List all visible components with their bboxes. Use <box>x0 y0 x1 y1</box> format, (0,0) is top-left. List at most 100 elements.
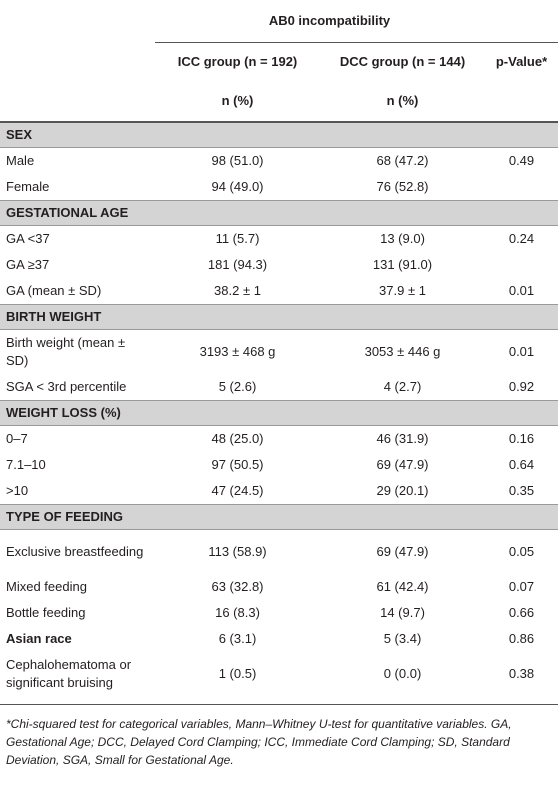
row-label: Cephalohematoma or significant bruising <box>6 657 132 690</box>
section-row: BIRTH WEIGHT <box>0 304 558 330</box>
value-cell: 0.35 <box>508 483 535 498</box>
cell <box>0 0 155 43</box>
value-cell: 0.01 <box>508 344 535 359</box>
row-label: 7.1–10 <box>6 457 46 472</box>
section-title: BIRTH WEIGHT <box>0 304 558 330</box>
footnote: *Chi-squared test for categorical variab… <box>0 704 558 769</box>
value-cell: 0.64 <box>508 457 535 472</box>
value-cell: 3193 ± 468 g <box>199 344 276 359</box>
value-cell: 0.05 <box>508 544 535 559</box>
section-row: WEIGHT LOSS (%) <box>0 400 558 426</box>
value-cell: 68 (47.2) <box>376 153 429 168</box>
value-cell: 113 (58.9) <box>208 544 267 559</box>
value-cell: 13 (9.0) <box>380 231 425 246</box>
header-row: n (%) n (%) <box>0 81 558 123</box>
section-title: SEX <box>0 121 558 148</box>
value-cell: 97 (50.5) <box>211 457 264 472</box>
value-cell: 69 (47.9) <box>376 544 429 559</box>
data-row: GA (mean ± SD) 38.2 ± 1 37.9 ± 1 0.01 <box>0 278 558 305</box>
row-label: Female <box>6 179 50 194</box>
value-cell: 14 (9.7) <box>380 605 425 620</box>
data-table: AB0 incompatibility ICC group (n = 192) … <box>0 0 558 696</box>
value-cell: 76 (52.8) <box>376 179 429 194</box>
value-cell: 131 (91.0) <box>372 257 433 272</box>
column-header: p-Value* <box>495 54 548 69</box>
unit-header: n (%) <box>320 81 485 123</box>
section-row: SEX <box>0 121 558 148</box>
value-cell: 47 (24.5) <box>211 483 264 498</box>
value-cell: 0.86 <box>508 631 535 646</box>
section-title: GESTATIONAL AGE <box>0 200 558 226</box>
value-cell: 6 (3.1) <box>218 631 257 646</box>
row-label: Asian race <box>6 631 72 646</box>
value-cell: 0.24 <box>508 231 535 246</box>
group-title: AB0 incompatibility <box>155 0 558 43</box>
row-label: Mixed feeding <box>6 579 87 594</box>
cell <box>0 81 155 123</box>
value-cell: 29 (20.1) <box>376 483 429 498</box>
value-cell: 0.66 <box>508 605 535 620</box>
row-label: SGA < 3rd percentile <box>6 379 127 394</box>
value-cell: 4 (2.7) <box>383 379 422 394</box>
column-header: ICC group (n = 192) <box>177 54 298 69</box>
data-row: Bottle feeding 16 (8.3) 14 (9.7) 0.66 <box>0 600 558 626</box>
value-cell: 11 (5.7) <box>215 231 260 246</box>
data-row: Birth weight (mean ± SD) 3193 ± 468 g 3053… <box>0 330 558 375</box>
row-label: GA <37 <box>6 231 50 246</box>
data-row: Female 94 (49.0) 76 (52.8) <box>0 174 558 201</box>
value-cell <box>485 252 558 278</box>
section-title: WEIGHT LOSS (%) <box>0 400 558 426</box>
value-cell: 94 (49.0) <box>211 179 264 194</box>
cell <box>485 81 558 123</box>
value-cell: 5 (2.6) <box>218 379 257 394</box>
value-cell: 16 (8.3) <box>215 605 260 620</box>
value-cell: 0.38 <box>508 666 535 681</box>
section-row: TYPE OF FEEDING <box>0 504 558 530</box>
row-label: Birth weight (mean ± SD) <box>6 335 126 368</box>
row-label: Bottle feeding <box>6 605 86 620</box>
data-row: 7.1–10 97 (50.5) 69 (47.9) 0.64 <box>0 452 558 478</box>
value-cell: 0.16 <box>508 431 535 446</box>
data-row: GA ≥37 181 (94.3) 131 (91.0) <box>0 252 558 278</box>
data-row: GA <37 11 (5.7) 13 (9.0) 0.24 <box>0 226 558 253</box>
header-row: ICC group (n = 192) DCC group (n = 144) … <box>0 43 558 82</box>
value-cell: 46 (31.9) <box>376 431 429 446</box>
value-cell: 98 (51.0) <box>211 153 264 168</box>
value-cell: 48 (25.0) <box>211 431 264 446</box>
data-row: SGA < 3rd percentile 5 (2.6) 4 (2.7) 0.92 <box>0 374 558 401</box>
row-label: GA ≥37 <box>6 257 50 272</box>
row-label: 0–7 <box>6 431 28 446</box>
value-cell: 181 (94.3) <box>207 257 268 272</box>
value-cell: 0.49 <box>508 153 535 168</box>
section-row: GESTATIONAL AGE <box>0 200 558 226</box>
column-header: DCC group (n = 144) <box>339 54 466 69</box>
row-label: Male <box>6 153 35 168</box>
value-cell: 0.01 <box>508 283 535 298</box>
value-cell: 63 (32.8) <box>211 579 264 594</box>
row-label: >10 <box>6 483 29 498</box>
row-label: Exclusive breastfeeding <box>6 544 144 559</box>
cell <box>0 43 155 82</box>
value-cell: 1 (0.5) <box>218 666 257 681</box>
value-cell <box>485 174 558 201</box>
data-row: Asian race 6 (3.1) 5 (3.4) 0.86 <box>0 626 558 652</box>
table-body: AB0 incompatibility ICC group (n = 192) … <box>0 0 558 696</box>
value-cell: 69 (47.9) <box>376 457 429 472</box>
value-cell: 5 (3.4) <box>383 631 422 646</box>
header-row: AB0 incompatibility <box>0 0 558 43</box>
value-cell: 61 (42.4) <box>376 579 429 594</box>
data-row: >10 47 (24.5) 29 (20.1) 0.35 <box>0 478 558 505</box>
data-row: Cephalohematoma or significant bruising 1… <box>0 652 558 696</box>
data-row: 0–7 48 (25.0) 46 (31.9) 0.16 <box>0 426 558 453</box>
value-cell: 3053 ± 446 g <box>364 344 441 359</box>
value-cell: 38.2 ± 1 <box>214 283 261 298</box>
value-cell: 0 (0.0) <box>383 666 422 681</box>
unit-header: n (%) <box>155 81 320 123</box>
data-row: Mixed feeding 63 (32.8) 61 (42.4) 0.07 <box>0 574 558 600</box>
row-label: GA (mean ± SD) <box>6 283 102 298</box>
value-cell: 0.92 <box>508 379 535 394</box>
data-row: Exclusive breastfeeding 113 (58.9) 69 (47.… <box>0 530 558 575</box>
data-row: Male 98 (51.0) 68 (47.2) 0.49 <box>0 148 558 175</box>
value-cell: 37.9 ± 1 <box>379 283 426 298</box>
